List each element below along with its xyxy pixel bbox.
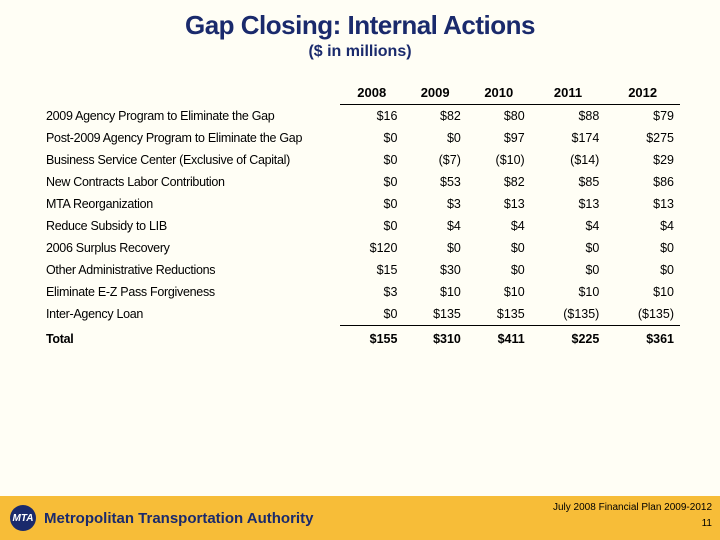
table-row: 2006 Surplus Recovery$120$0$0$0$0 [40, 237, 680, 259]
cell-value: $0 [605, 259, 680, 281]
cell-value: $82 [403, 105, 466, 128]
table-header-row: 2008 2009 2010 2011 2012 [40, 81, 680, 105]
footer-page-number: 11 [553, 516, 712, 532]
table-header-blank [40, 81, 340, 105]
mta-logo-icon: MTA [10, 505, 36, 531]
data-table-container: 2008 2009 2010 2011 2012 2009 Agency Pro… [0, 61, 720, 350]
total-value: $155 [340, 326, 403, 351]
total-value: $411 [467, 326, 531, 351]
cell-value: $0 [340, 303, 403, 326]
total-value: $361 [605, 326, 680, 351]
table-row: Other Administrative Reductions$15$30$0$… [40, 259, 680, 281]
row-label: Other Administrative Reductions [40, 259, 340, 281]
col-header: 2012 [605, 81, 680, 105]
cell-value: $4 [467, 215, 531, 237]
cell-value: ($7) [403, 149, 466, 171]
cell-value: $29 [605, 149, 680, 171]
cell-value: $135 [467, 303, 531, 326]
cell-value: $16 [340, 105, 403, 128]
cell-value: $30 [403, 259, 466, 281]
table-row: Business Service Center (Exclusive of Ca… [40, 149, 680, 171]
cell-value: $10 [531, 281, 606, 303]
row-label: Eliminate E-Z Pass Forgiveness [40, 281, 340, 303]
cell-value: $79 [605, 105, 680, 128]
footer-org-name: Metropolitan Transportation Authority [44, 510, 313, 527]
cell-value: $10 [605, 281, 680, 303]
row-label: Reduce Subsidy to LIB [40, 215, 340, 237]
col-header: 2008 [340, 81, 403, 105]
cell-value: $0 [403, 237, 466, 259]
cell-value: $53 [403, 171, 466, 193]
total-value: $225 [531, 326, 606, 351]
row-label: Inter-Agency Loan [40, 303, 340, 326]
row-label: Post-2009 Agency Program to Eliminate th… [40, 127, 340, 149]
cell-value: $174 [531, 127, 606, 149]
cell-value: $4 [403, 215, 466, 237]
cell-value: $4 [605, 215, 680, 237]
cell-value: $0 [467, 237, 531, 259]
cell-value: ($135) [605, 303, 680, 326]
cell-value: $10 [467, 281, 531, 303]
cell-value: $13 [605, 193, 680, 215]
cell-value: $10 [403, 281, 466, 303]
cell-value: $0 [531, 237, 606, 259]
cell-value: $82 [467, 171, 531, 193]
table-row: MTA Reorganization$0$3$13$13$13 [40, 193, 680, 215]
cell-value: $15 [340, 259, 403, 281]
col-header: 2010 [467, 81, 531, 105]
cell-value: ($10) [467, 149, 531, 171]
cell-value: $4 [531, 215, 606, 237]
cell-value: $3 [340, 281, 403, 303]
footer-plan-text: July 2008 Financial Plan 2009-2012 [553, 500, 712, 516]
cell-value: $0 [340, 193, 403, 215]
cell-value: ($14) [531, 149, 606, 171]
cell-value: $0 [340, 127, 403, 149]
row-label: 2009 Agency Program to Eliminate the Gap [40, 105, 340, 128]
cell-value: $85 [531, 171, 606, 193]
row-label: MTA Reorganization [40, 193, 340, 215]
row-label: Business Service Center (Exclusive of Ca… [40, 149, 340, 171]
footer-right: July 2008 Financial Plan 2009-2012 11 [553, 500, 712, 532]
cell-value: $13 [531, 193, 606, 215]
cell-value: $3 [403, 193, 466, 215]
table-row: New Contracts Labor Contribution$0$53$82… [40, 171, 680, 193]
cell-value: $0 [403, 127, 466, 149]
table-total-row: Total$155$310$411$225$361 [40, 326, 680, 351]
cell-value: $0 [340, 171, 403, 193]
cell-value: $275 [605, 127, 680, 149]
col-header: 2009 [403, 81, 466, 105]
row-label: 2006 Surplus Recovery [40, 237, 340, 259]
table-row: Inter-Agency Loan$0$135$135($135)($135) [40, 303, 680, 326]
footer-bar: MTA Metropolitan Transportation Authorit… [0, 496, 720, 540]
row-label: New Contracts Labor Contribution [40, 171, 340, 193]
cell-value: $86 [605, 171, 680, 193]
cell-value: $120 [340, 237, 403, 259]
table-row: Eliminate E-Z Pass Forgiveness$3$10$10$1… [40, 281, 680, 303]
cell-value: $13 [467, 193, 531, 215]
table-row: 2009 Agency Program to Eliminate the Gap… [40, 105, 680, 128]
cell-value: $0 [467, 259, 531, 281]
page-title: Gap Closing: Internal Actions [0, 0, 720, 41]
cell-value: $97 [467, 127, 531, 149]
data-table: 2008 2009 2010 2011 2012 2009 Agency Pro… [40, 81, 680, 350]
table-row: Post-2009 Agency Program to Eliminate th… [40, 127, 680, 149]
total-value: $310 [403, 326, 466, 351]
cell-value: $88 [531, 105, 606, 128]
table-row: Reduce Subsidy to LIB$0$4$4$4$4 [40, 215, 680, 237]
cell-value: $80 [467, 105, 531, 128]
cell-value: $0 [340, 215, 403, 237]
cell-value: $0 [531, 259, 606, 281]
cell-value: $135 [403, 303, 466, 326]
cell-value: ($135) [531, 303, 606, 326]
cell-value: $0 [605, 237, 680, 259]
cell-value: $0 [340, 149, 403, 171]
col-header: 2011 [531, 81, 606, 105]
total-label: Total [40, 326, 340, 351]
page-subtitle: ($ in millions) [0, 41, 720, 61]
